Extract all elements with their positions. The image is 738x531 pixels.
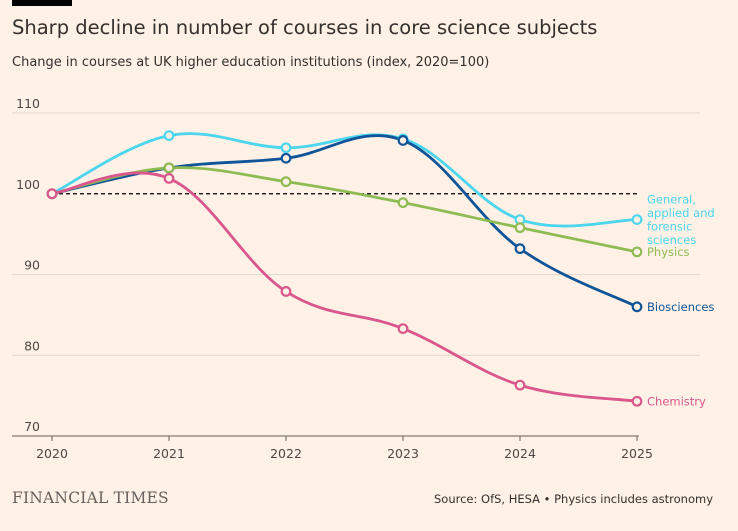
series-line bbox=[50, 171, 639, 403]
publisher-logo: FINANCIAL TIMES bbox=[12, 489, 169, 507]
series-label-line: Physics bbox=[647, 245, 690, 259]
series-label: Biosciences bbox=[647, 300, 714, 314]
data-point bbox=[163, 173, 175, 184]
data-point bbox=[514, 222, 526, 234]
data-point bbox=[280, 286, 292, 297]
data-point bbox=[163, 130, 175, 142]
series-line bbox=[50, 134, 639, 309]
series-label-line: Biosciences bbox=[647, 300, 714, 314]
series-line bbox=[50, 132, 639, 228]
data-point bbox=[631, 301, 643, 313]
data-point bbox=[280, 152, 292, 164]
data-point bbox=[46, 188, 58, 200]
chart-subtitle: Change in courses at UK higher education… bbox=[12, 55, 490, 70]
data-point bbox=[397, 135, 409, 146]
series-label-line: applied and bbox=[647, 206, 715, 220]
series-labels: General, applied and forensic sciencesPhysi… bbox=[647, 192, 715, 408]
data-point bbox=[631, 246, 643, 258]
y-tick-label: 100 bbox=[16, 177, 40, 192]
top-accent-bar bbox=[12, 0, 72, 6]
x-tick-label: 2022 bbox=[270, 446, 302, 461]
y-tick-label: 70 bbox=[24, 419, 40, 434]
y-axis-ticks: 110 100 90 80 70 bbox=[16, 96, 40, 434]
gridlines bbox=[12, 112, 700, 356]
series-points bbox=[46, 130, 643, 407]
data-point bbox=[163, 162, 175, 174]
x-tick-label: 2024 bbox=[504, 446, 536, 461]
x-axis: 2020 2021 2022 2023 2024 2025 bbox=[12, 435, 653, 461]
series-lines bbox=[50, 132, 639, 403]
series-label-line: sciences bbox=[647, 233, 696, 247]
series-label: Chemistry bbox=[647, 394, 706, 408]
x-tick-label: 2023 bbox=[387, 446, 419, 461]
series-label-line: forensic bbox=[647, 219, 692, 233]
data-point bbox=[631, 214, 643, 225]
x-tick-label: 2020 bbox=[36, 446, 68, 461]
chart-title: Sharp decline in number of courses in co… bbox=[12, 16, 598, 39]
y-tick-label: 80 bbox=[24, 338, 40, 353]
series-label-line: Chemistry bbox=[647, 394, 706, 408]
x-tick-label: 2025 bbox=[621, 446, 653, 461]
series-label: Physics bbox=[647, 245, 690, 259]
series-line bbox=[50, 166, 639, 254]
series-label: General, applied and forensic sciences bbox=[647, 192, 715, 247]
x-tick-label: 2021 bbox=[153, 446, 185, 461]
data-point bbox=[514, 379, 526, 391]
data-point bbox=[280, 142, 292, 154]
series-label-line: General, bbox=[647, 192, 696, 206]
y-tick-label: 90 bbox=[24, 258, 40, 273]
data-point bbox=[397, 323, 409, 335]
data-point bbox=[514, 243, 526, 255]
data-point bbox=[631, 395, 643, 407]
data-point bbox=[397, 197, 409, 209]
data-point bbox=[280, 176, 292, 188]
source-note: Source: OfS, HESA • Physics includes ast… bbox=[433, 492, 713, 506]
y-tick-label: 110 bbox=[16, 96, 40, 111]
